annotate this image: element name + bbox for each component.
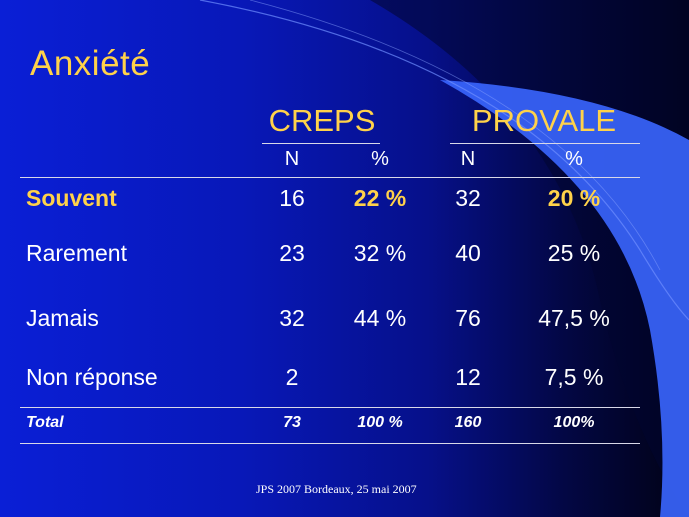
row-label-jamais: Jamais bbox=[26, 305, 99, 331]
cell-non-reponse-provale-pct: 7,5 % bbox=[544, 364, 604, 390]
row-label-non-reponse: Non réponse bbox=[26, 364, 158, 390]
cell-rarement-provale-pct: 25 % bbox=[547, 240, 601, 266]
subheader-creps-n: N bbox=[284, 148, 300, 170]
cell-rarement-creps-pct: 32 % bbox=[353, 240, 407, 266]
table-bottom-rule bbox=[20, 443, 640, 444]
cell-total-provale-n: 160 bbox=[454, 414, 482, 431]
cell-jamais-creps-n: 32 bbox=[279, 305, 305, 331]
table-top-rule bbox=[20, 177, 640, 178]
subheader-provale-n: N bbox=[460, 148, 476, 170]
cell-souvent-creps-n: 16 bbox=[279, 185, 305, 211]
slide-footer: JPS 2007 Bordeaux, 25 mai 2007 bbox=[256, 482, 417, 496]
subheader-provale-pct: % bbox=[565, 148, 583, 170]
group-header-provale: PROVALE bbox=[471, 103, 617, 138]
table-total-rule bbox=[20, 407, 640, 408]
cell-souvent-provale-pct: 20 % bbox=[547, 185, 601, 211]
slide-title: Anxiété bbox=[30, 44, 151, 83]
header-underline-creps bbox=[262, 143, 380, 144]
cell-jamais-creps-pct: 44 % bbox=[353, 305, 407, 331]
row-label-souvent: Souvent bbox=[26, 185, 117, 211]
header-underline-provale bbox=[450, 143, 640, 144]
group-header-creps: CREPS bbox=[268, 103, 376, 138]
cell-non-reponse-provale-n: 12 bbox=[455, 364, 481, 390]
cell-total-creps-n: 73 bbox=[283, 414, 301, 431]
cell-jamais-provale-n: 76 bbox=[455, 305, 481, 331]
cell-jamais-provale-pct: 47,5 % bbox=[538, 305, 610, 331]
cell-rarement-provale-n: 40 bbox=[455, 240, 481, 266]
cell-souvent-provale-n: 32 bbox=[455, 185, 481, 211]
row-label-rarement: Rarement bbox=[26, 240, 127, 266]
cell-total-creps-pct: 100 % bbox=[357, 414, 403, 431]
cell-rarement-creps-n: 23 bbox=[279, 240, 305, 266]
cell-souvent-creps-pct: 22 % bbox=[353, 185, 407, 211]
subheader-creps-pct: % bbox=[371, 148, 389, 170]
cell-total-provale-pct: 100% bbox=[553, 414, 595, 431]
cell-non-reponse-creps-n: 2 bbox=[285, 364, 299, 390]
row-label-total: Total bbox=[26, 414, 64, 431]
